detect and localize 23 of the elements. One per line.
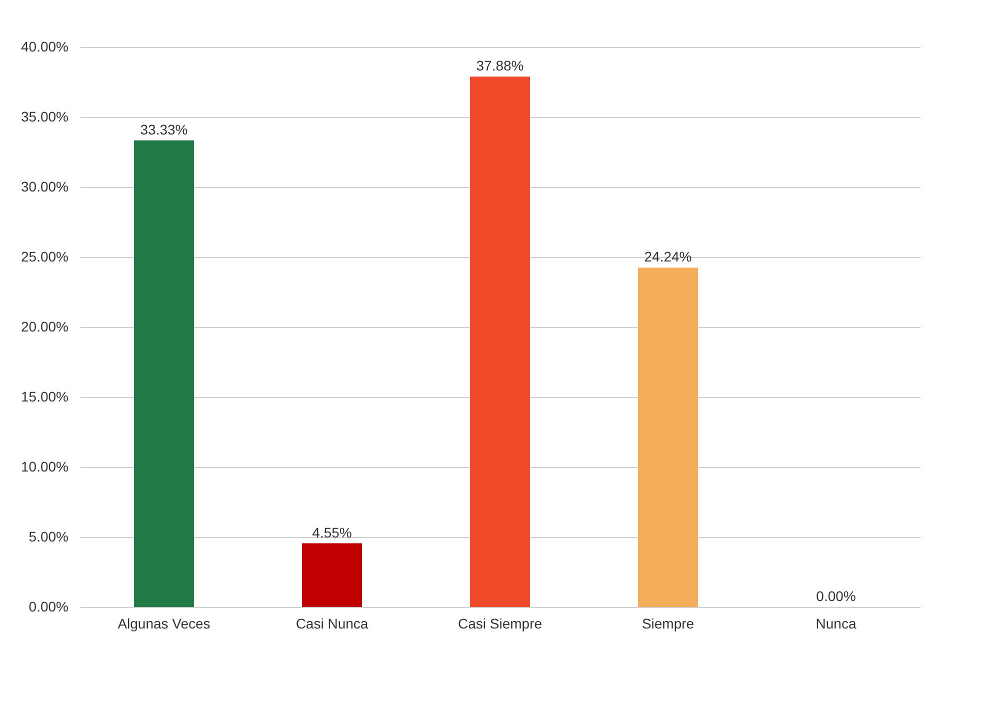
y-tick-label: 15.00% (21, 388, 68, 404)
data-label: 37.88% (476, 58, 524, 74)
bar (134, 140, 194, 607)
bar (638, 268, 698, 607)
x-tick-label: Nunca (816, 616, 856, 632)
y-tick-label: 30.00% (21, 178, 68, 194)
y-tick-label: 5.00% (28, 528, 68, 544)
bar (470, 76, 530, 607)
y-tick-label: 10.00% (21, 458, 68, 474)
y-tick-label: 0.00% (28, 598, 68, 614)
data-label: 24.24% (644, 248, 692, 265)
y-tick-label: 25.00% (21, 248, 68, 264)
y-tick-label: 40.00% (21, 38, 68, 54)
x-tick-label: Casi Nunca (296, 616, 368, 632)
data-label: 4.55% (312, 524, 352, 540)
data-label: 33.33% (140, 121, 188, 138)
x-tick-label: Algunas Veces (118, 616, 210, 632)
y-tick-label: 35.00% (21, 108, 68, 124)
x-tick-label: Casi Siempre (458, 616, 542, 632)
bar (302, 543, 362, 607)
x-tick-label: Siempre (642, 616, 694, 632)
y-tick-label: 20.00% (21, 318, 68, 334)
data-label: 0.00% (816, 588, 856, 604)
